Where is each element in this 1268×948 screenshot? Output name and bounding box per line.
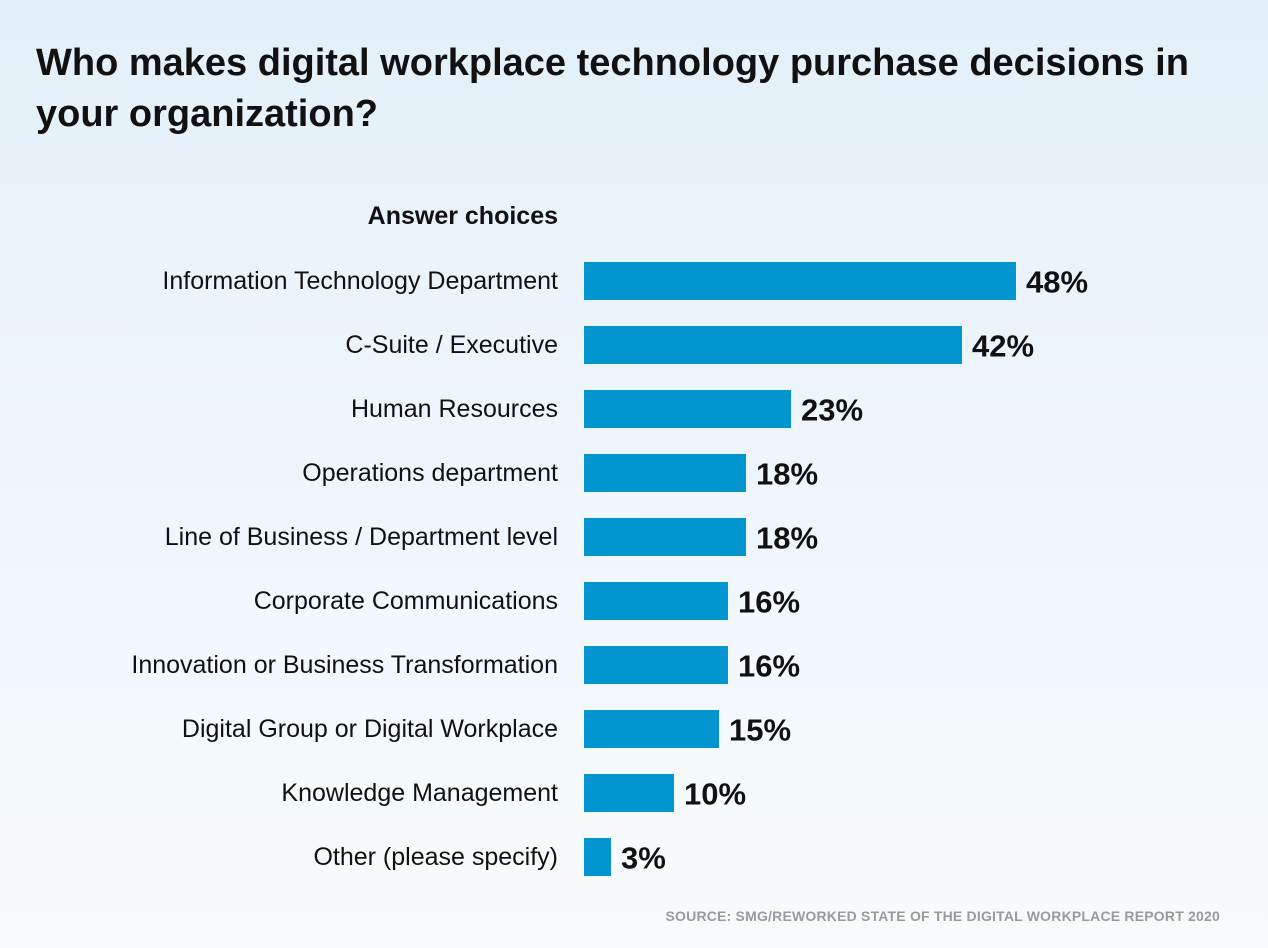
- bar: [584, 582, 728, 620]
- bar: [584, 518, 746, 556]
- value-label: 23%: [801, 393, 863, 428]
- bar: [584, 838, 611, 876]
- category-label: Human Resources: [351, 395, 558, 423]
- source-note: SOURCE: SMG/REWORKED STATE OF THE DIGITA…: [665, 908, 1220, 924]
- value-label: 18%: [756, 457, 818, 492]
- category-label: Digital Group or Digital Workplace: [182, 715, 558, 743]
- value-label: 18%: [756, 521, 818, 556]
- value-label: 16%: [738, 585, 800, 620]
- category-label: C-Suite / Executive: [345, 331, 558, 359]
- chart-title: Who makes digital workplace technology p…: [36, 42, 1189, 135]
- category-label: Other (please specify): [313, 843, 558, 871]
- bar: [584, 262, 1016, 300]
- bar: [584, 710, 719, 748]
- category-label: Information Technology Department: [162, 267, 558, 295]
- bar: [584, 326, 962, 364]
- bar: [584, 454, 746, 492]
- category-label: Line of Business / Department level: [165, 523, 558, 551]
- value-label: 3%: [621, 841, 666, 876]
- bar: [584, 390, 791, 428]
- bar: [584, 646, 728, 684]
- value-label: 42%: [972, 329, 1034, 364]
- value-label: 10%: [684, 777, 746, 812]
- category-label: Corporate Communications: [254, 587, 558, 615]
- value-label: 15%: [729, 713, 791, 748]
- value-label: 48%: [1026, 265, 1088, 300]
- bar: [584, 774, 674, 812]
- category-label: Knowledge Management: [281, 779, 558, 807]
- category-label: Innovation or Business Transformation: [131, 651, 558, 679]
- value-label: 16%: [738, 649, 800, 684]
- category-label: Operations department: [302, 459, 558, 487]
- category-column-header: Answer choices: [367, 202, 558, 230]
